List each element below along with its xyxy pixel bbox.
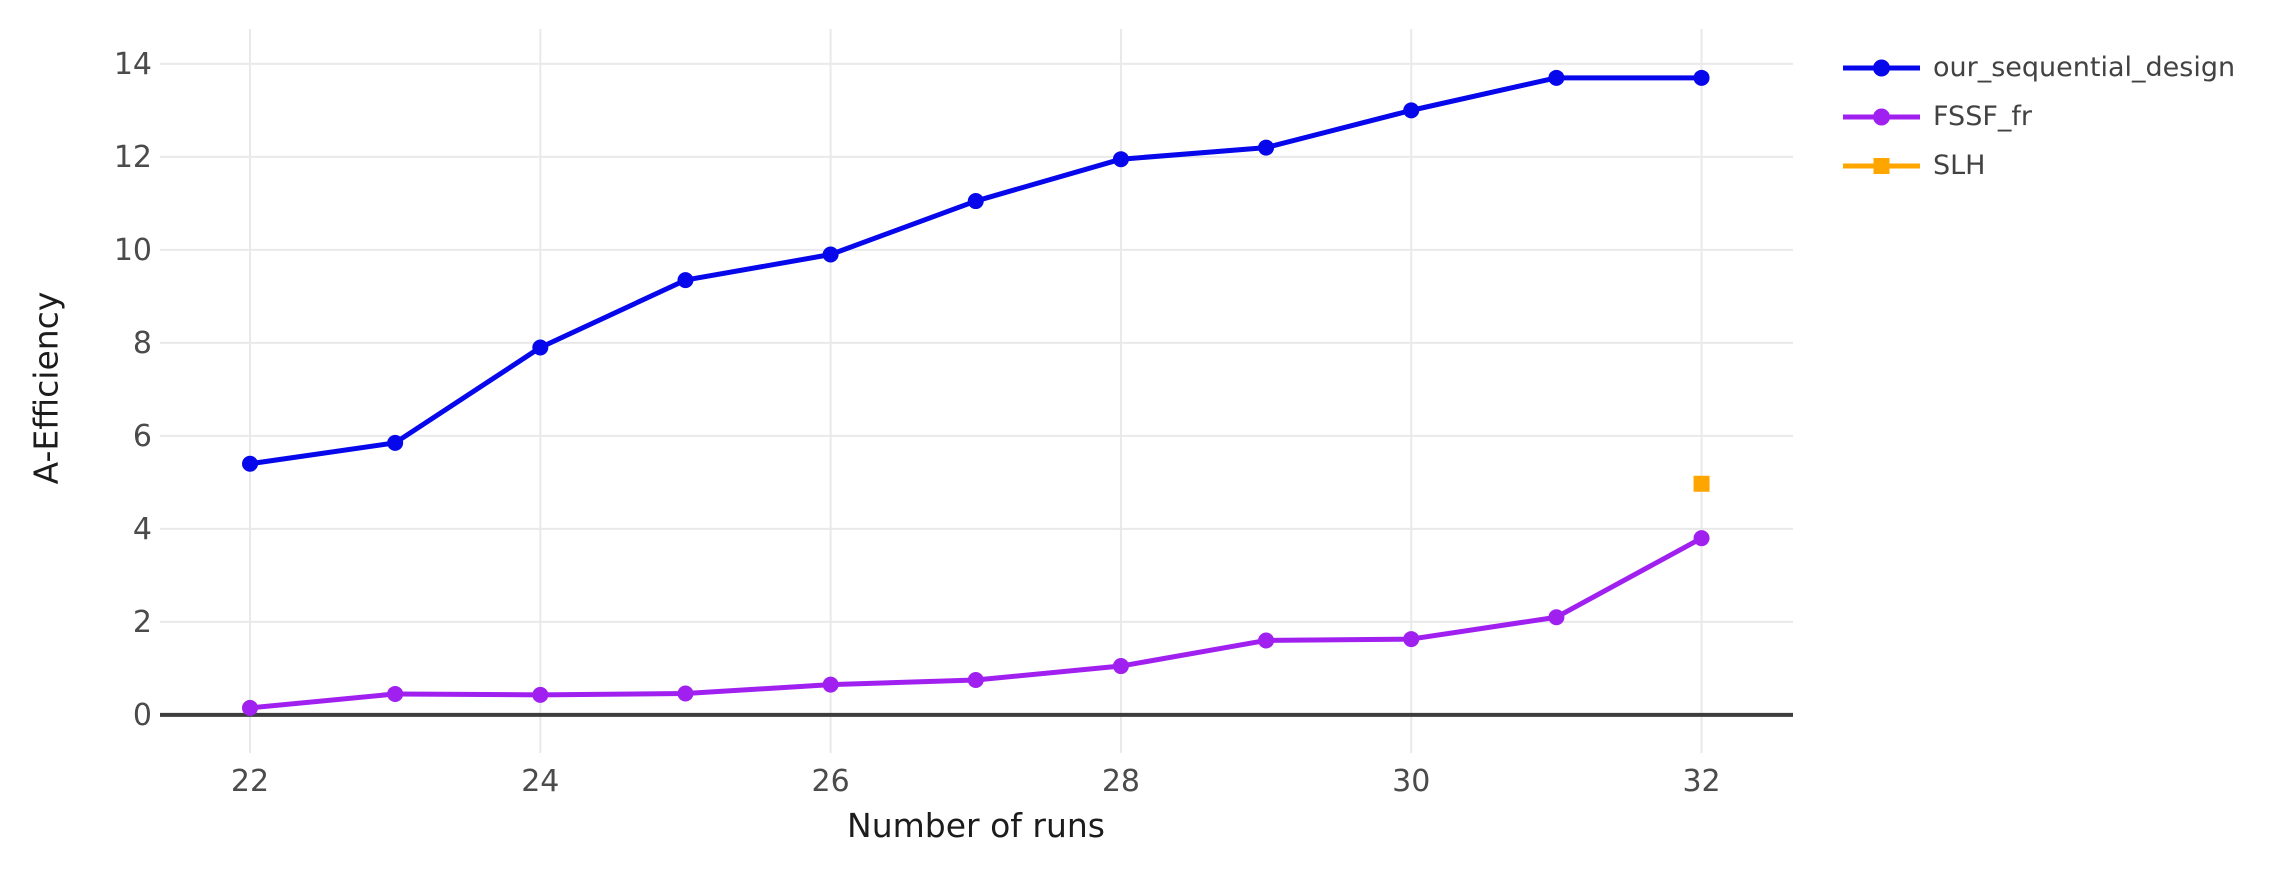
legend-item-SLH: SLH — [1843, 141, 2235, 190]
legend-label: SLH — [1933, 150, 1986, 181]
data-point-marker-SLH — [1693, 475, 1710, 492]
x-tick-label: 26 — [812, 764, 850, 799]
y-tick-label: 10 — [114, 233, 152, 268]
y-tick-label: 6 — [133, 419, 152, 454]
data-point-marker-our_sequential_design — [532, 339, 549, 356]
data-point-marker-FSSF_fr — [1548, 609, 1565, 626]
data-point-marker-FSSF_fr — [967, 671, 984, 688]
y-axis-title: A-Efficiency — [26, 291, 66, 485]
legend-sample-circle-icon — [1843, 108, 1920, 125]
data-point-marker-FSSF_fr — [532, 686, 549, 703]
data-point-marker-FSSF_fr — [387, 685, 404, 702]
data-point-marker-our_sequential_design — [1403, 102, 1420, 119]
series-line-our_sequential_design — [247, 75, 1705, 467]
data-point-marker-FSSF_fr — [1258, 632, 1275, 649]
legend-item-our_sequential_design: our_sequential_design — [1843, 43, 2235, 92]
y-tick-label: 12 — [114, 140, 152, 175]
y-tick-label: 0 — [133, 698, 152, 733]
y-tick-label: 4 — [133, 512, 152, 547]
data-point-marker-our_sequential_design — [967, 193, 984, 210]
x-axis-title: Number of runs — [847, 806, 1105, 845]
x-tick-label: 28 — [1102, 764, 1140, 799]
y-tick-label: 14 — [114, 47, 152, 82]
data-point-marker-our_sequential_design — [1693, 69, 1710, 86]
legend-sample-square-icon — [1843, 157, 1920, 174]
legend: our_sequential_design FSSF_fr SLH — [1843, 43, 2235, 190]
legend-sample-circle-icon — [1843, 59, 1920, 76]
y-tick-label: 8 — [133, 326, 152, 361]
data-point-marker-FSSF_fr — [241, 699, 258, 716]
data-point-marker-our_sequential_design — [822, 246, 839, 263]
x-tick-label: 30 — [1392, 764, 1430, 799]
data-point-marker-our_sequential_design — [387, 434, 404, 451]
x-tick-label: 22 — [231, 764, 269, 799]
data-point-marker-FSSF_fr — [677, 685, 694, 702]
data-point-marker-FSSF_fr — [1693, 530, 1710, 547]
data-point-marker-FSSF_fr — [822, 676, 839, 693]
x-tick-label: 32 — [1682, 764, 1720, 799]
data-point-marker-FSSF_fr — [1403, 631, 1420, 648]
y-tick-label: 2 — [133, 605, 152, 640]
data-point-marker-our_sequential_design — [241, 455, 258, 472]
data-point-marker-our_sequential_design — [1548, 69, 1565, 86]
data-point-marker-FSSF_fr — [1112, 658, 1129, 675]
legend-label: FSSF_fr — [1933, 101, 2032, 132]
x-tick-label: 24 — [521, 764, 559, 799]
legend-item-FSSF_fr: FSSF_fr — [1843, 92, 2235, 141]
data-point-marker-our_sequential_design — [1112, 151, 1129, 168]
legend-label: our_sequential_design — [1933, 52, 2236, 83]
data-point-marker-our_sequential_design — [1258, 139, 1275, 156]
data-point-marker-our_sequential_design — [677, 272, 694, 289]
